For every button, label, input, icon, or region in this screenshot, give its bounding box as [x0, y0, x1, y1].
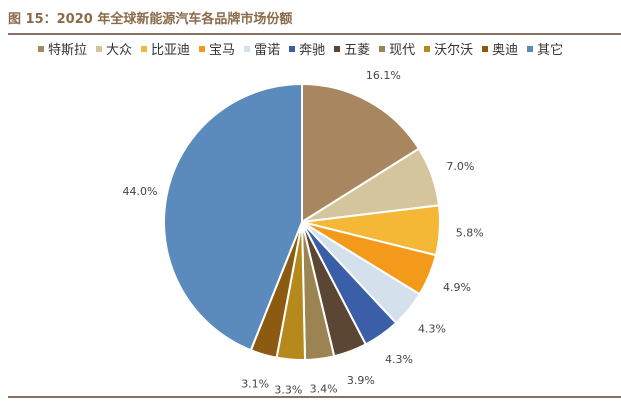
legend-item: 雷诺 — [244, 39, 280, 58]
legend-swatch — [527, 45, 534, 52]
legend-item: 大众 — [96, 39, 132, 58]
data-label: 44.0% — [122, 185, 157, 198]
legend: 特斯拉 大众 比亚迪 宝马 雷诺 奔驰 五菱 现代 沃尔沃 奥迪 其它 — [38, 39, 563, 58]
legend-label: 大众 — [106, 43, 133, 58]
legend-label: 宝马 — [209, 43, 236, 58]
legend-label: 五菱 — [344, 43, 371, 58]
legend-label: 其它 — [537, 43, 564, 58]
pie-slice-10 — [163, 82, 303, 352]
data-label: 4.9% — [443, 281, 471, 294]
legend-label: 沃尔沃 — [434, 43, 474, 58]
data-label: 5.8% — [456, 226, 484, 239]
data-label: 3.4% — [310, 383, 338, 396]
legend-item: 比亚迪 — [141, 39, 190, 58]
pie-slice-0 — [301, 82, 421, 224]
legend-item: 其它 — [527, 39, 563, 58]
legend-label: 奔驰 — [299, 43, 326, 58]
legend-label: 比亚迪 — [151, 43, 191, 58]
title-rule — [8, 33, 621, 35]
legend-swatch — [141, 45, 148, 52]
legend-swatch — [424, 45, 431, 52]
legend-item: 奔驰 — [289, 39, 325, 58]
legend-swatch — [244, 45, 251, 52]
legend-item: 特斯拉 — [38, 39, 87, 58]
legend-swatch — [38, 45, 44, 52]
legend-label: 现代 — [389, 43, 416, 58]
data-label: 4.3% — [418, 322, 446, 335]
legend-swatch — [289, 45, 296, 52]
legend-swatch — [96, 45, 103, 52]
legend-swatch — [199, 45, 206, 52]
legend-swatch — [379, 45, 386, 52]
legend-swatch — [334, 45, 341, 52]
legend-item: 奥迪 — [482, 39, 518, 58]
legend-label: 奥迪 — [492, 43, 519, 58]
legend-label: 特斯拉 — [48, 43, 88, 58]
data-label: 3.3% — [274, 383, 302, 396]
legend-item: 沃尔沃 — [424, 39, 473, 58]
data-label: 7.0% — [446, 160, 474, 173]
data-label: 4.3% — [385, 353, 413, 366]
chart-title: 图 15：2020 年全球新能源汽车各品牌市场份额 — [8, 12, 293, 27]
legend-item: 宝马 — [199, 39, 235, 58]
data-label: 3.9% — [347, 374, 375, 387]
data-label: 16.1% — [366, 69, 401, 82]
footer-rule — [8, 396, 621, 398]
legend-item: 五菱 — [334, 39, 370, 58]
legend-swatch — [482, 45, 489, 52]
legend-label: 雷诺 — [254, 43, 281, 58]
legend-item: 现代 — [379, 39, 415, 58]
data-label: 3.1% — [241, 377, 269, 390]
